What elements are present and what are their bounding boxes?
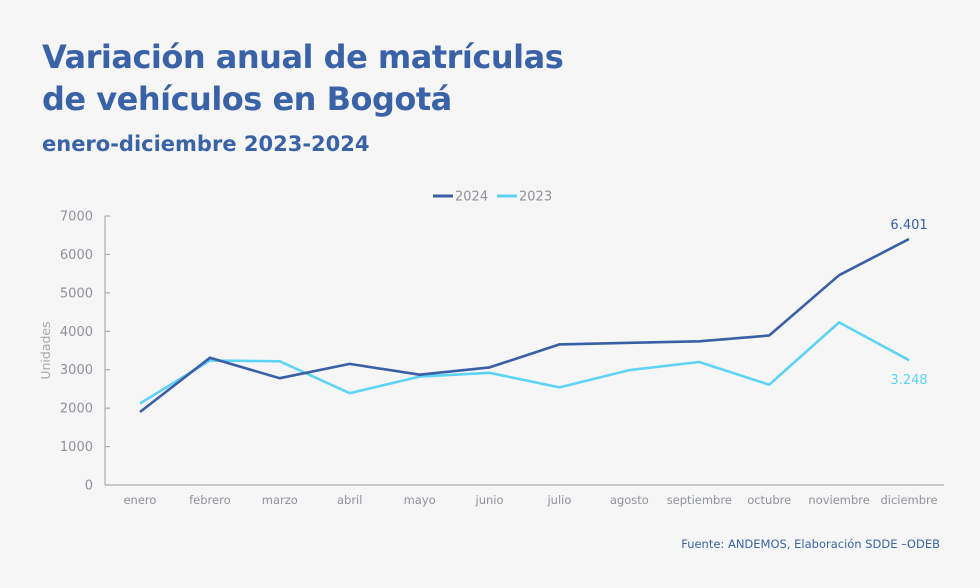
data-label-2023: 3.248 bbox=[890, 373, 927, 388]
y-tick-label: 2000 bbox=[60, 402, 93, 417]
legend-item-2023: 2023 bbox=[497, 190, 552, 205]
legend-item-2024: 2024 bbox=[433, 190, 488, 205]
x-tick-label: abril bbox=[337, 493, 362, 507]
y-tick-label: 1000 bbox=[60, 440, 93, 455]
series-2024 bbox=[139, 237, 910, 414]
x-tick-label: mayo bbox=[404, 493, 436, 507]
legend-label: 2023 bbox=[519, 190, 552, 205]
x-tick-label: diciembre bbox=[880, 493, 937, 507]
legend-label: 2024 bbox=[455, 190, 488, 205]
series-line-2023 bbox=[139, 321, 910, 405]
x-tick-label: febrero bbox=[189, 493, 231, 507]
x-tick-label: junio bbox=[475, 493, 504, 507]
y-tick-label: 5000 bbox=[60, 286, 93, 301]
legend: 2024 2023 bbox=[433, 190, 552, 205]
x-tick-label: enero bbox=[123, 493, 156, 507]
x-tick-label: septiembre bbox=[667, 493, 732, 507]
source-note: Fuente: ANDEMOS, Elaboración SDDE –ODEB bbox=[681, 537, 940, 551]
x-tick-label: agosto bbox=[610, 493, 649, 507]
series-line-2024 bbox=[139, 237, 910, 414]
y-tick-label: 0 bbox=[85, 479, 93, 494]
y-axis: 0 1000 2000 3000 4000 5000 6000 7000 Unidades bbox=[38, 210, 110, 494]
chart-title-line1: Variación anual de matrículas bbox=[42, 38, 564, 76]
data-label-2024: 6.401 bbox=[890, 218, 927, 233]
series-layer bbox=[139, 237, 910, 414]
y-tick-label: 3000 bbox=[60, 363, 93, 378]
series-2023 bbox=[139, 321, 910, 405]
chart-subtitle: enero-diciembre 2023-2024 bbox=[42, 132, 370, 156]
x-tick-label: noviembre bbox=[808, 493, 869, 507]
y-tick-label: 6000 bbox=[60, 248, 93, 263]
y-tick-label: 4000 bbox=[60, 325, 93, 340]
x-axis: enero febrero marzo abril mayo junio julio agos… bbox=[105, 484, 944, 507]
data-labels: 6.401 3.248 bbox=[890, 218, 927, 388]
x-tick-label: julio bbox=[546, 493, 571, 507]
chart-title-line2: de vehículos en Bogotá bbox=[42, 80, 452, 118]
x-tick-label: marzo bbox=[262, 493, 298, 507]
chart-title: Variación anual de matrículas de vehícul… bbox=[42, 36, 564, 120]
x-tick-label: octubre bbox=[747, 493, 791, 507]
y-tick-label: 7000 bbox=[60, 210, 93, 225]
y-axis-title: Unidades bbox=[38, 321, 53, 379]
